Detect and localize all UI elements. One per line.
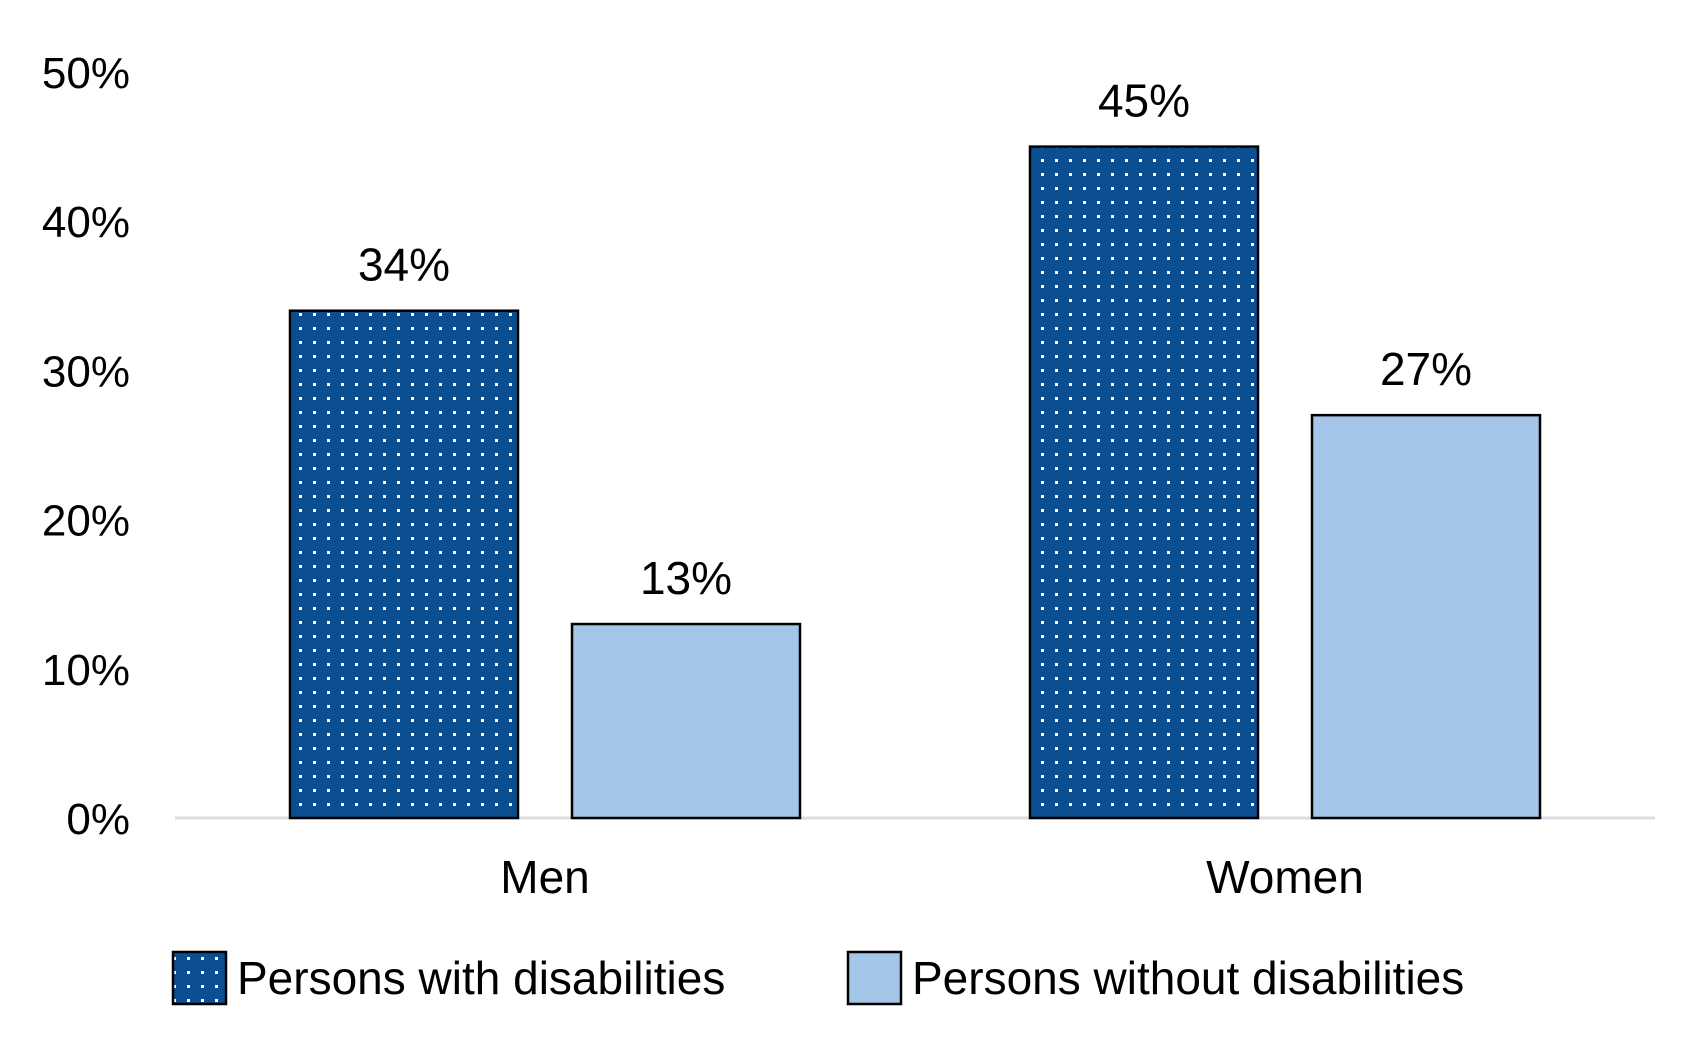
value-labels-group: 34% 13% 45% 27% (358, 75, 1472, 604)
bar-1-0 (1028, 145, 1260, 820)
legend-label: Persons with disabilities (237, 952, 725, 1004)
y-tick-label: 10% (42, 646, 130, 695)
legend-label: Persons without disabilities (912, 952, 1464, 1004)
y-tick-label: 20% (42, 497, 130, 546)
value-label: 45% (1098, 75, 1190, 127)
legend-swatch (171, 950, 228, 1006)
bar-0-1 (570, 622, 802, 820)
bar-0-0 (288, 309, 520, 820)
category-labels-group: Men Women (500, 851, 1364, 903)
value-label: 13% (640, 552, 732, 604)
y-axis-ticks: 0% 10% 20% 30% 40% 50% (42, 49, 130, 844)
category-label: Men (500, 851, 589, 903)
y-tick-label: 30% (42, 347, 130, 396)
value-label: 27% (1380, 343, 1472, 395)
y-tick-label: 0% (66, 795, 130, 844)
legend: Persons with disabilities Persons without… (171, 950, 1464, 1006)
y-tick-label: 40% (42, 198, 130, 247)
bars-group (288, 145, 1542, 820)
bar-1-1 (1310, 413, 1542, 820)
legend-swatch (846, 950, 903, 1006)
value-label: 34% (358, 239, 450, 291)
y-tick-label: 50% (42, 49, 130, 98)
category-label: Women (1206, 851, 1364, 903)
